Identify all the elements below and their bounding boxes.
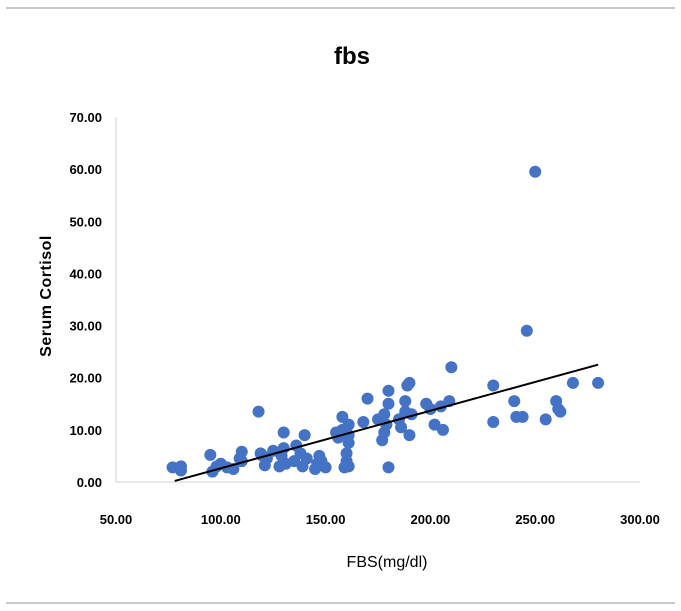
top-divider xyxy=(6,7,675,9)
bottom-divider xyxy=(6,602,675,604)
data-point xyxy=(403,376,416,389)
data-point xyxy=(342,418,355,431)
data-point xyxy=(340,447,353,460)
y-tick-label: 40.00 xyxy=(69,266,102,281)
data-point xyxy=(403,429,416,442)
data-point xyxy=(319,461,332,474)
y-tick-label: 30.00 xyxy=(69,319,102,334)
data-point xyxy=(508,395,521,408)
data-point xyxy=(357,416,370,429)
data-point xyxy=(566,376,579,389)
data-point xyxy=(298,429,311,442)
y-tick-label: 70.00 xyxy=(69,110,102,125)
data-point xyxy=(487,416,500,429)
y-tick-label: 0.00 xyxy=(77,475,102,490)
x-axis-label: FBS(mg/dl) xyxy=(347,554,428,571)
data-point xyxy=(516,410,529,423)
x-tick-label: 100.00 xyxy=(201,512,241,527)
data-point xyxy=(399,395,412,408)
data-point xyxy=(529,165,542,178)
y-tick-label: 50.00 xyxy=(69,214,102,229)
data-point xyxy=(382,461,395,474)
y-tick-label: 20.00 xyxy=(69,371,102,386)
y-axis-label: Serum Cortisol xyxy=(38,235,55,357)
chart-title: fbs xyxy=(334,43,370,70)
data-point xyxy=(361,392,374,405)
data-point xyxy=(445,361,458,374)
x-tick-label: 250.00 xyxy=(515,512,555,527)
y-tick-label: 60.00 xyxy=(69,162,102,177)
data-point xyxy=(378,408,391,421)
data-point xyxy=(235,445,248,458)
data-point xyxy=(520,324,533,337)
data-point xyxy=(436,423,449,436)
x-tick-label: 200.00 xyxy=(411,512,451,527)
x-tick-label: 50.00 xyxy=(100,512,133,527)
data-point xyxy=(395,421,408,434)
data-point xyxy=(487,379,500,392)
data-point xyxy=(300,452,313,465)
x-axis-ticks: 50.00 100.00 150.00 200.00 250.00 300.00 xyxy=(100,512,660,527)
data-point xyxy=(174,460,187,473)
data-point xyxy=(554,405,567,418)
x-tick-label: 150.00 xyxy=(306,512,346,527)
data-point xyxy=(592,376,605,389)
y-tick-label: 10.00 xyxy=(69,423,102,438)
data-point xyxy=(539,413,552,426)
data-point xyxy=(277,426,290,439)
x-tick-label: 300.00 xyxy=(620,512,660,527)
data-point xyxy=(342,460,355,473)
trendline xyxy=(174,363,599,482)
data-point xyxy=(382,397,395,410)
y-axis-ticks: 0.00 10.00 20.00 30.00 40.00 50.00 60.00 70.00 xyxy=(69,110,102,490)
data-point xyxy=(204,448,217,461)
data-point xyxy=(252,405,265,418)
data-point xyxy=(382,384,395,397)
data-points xyxy=(166,165,605,478)
